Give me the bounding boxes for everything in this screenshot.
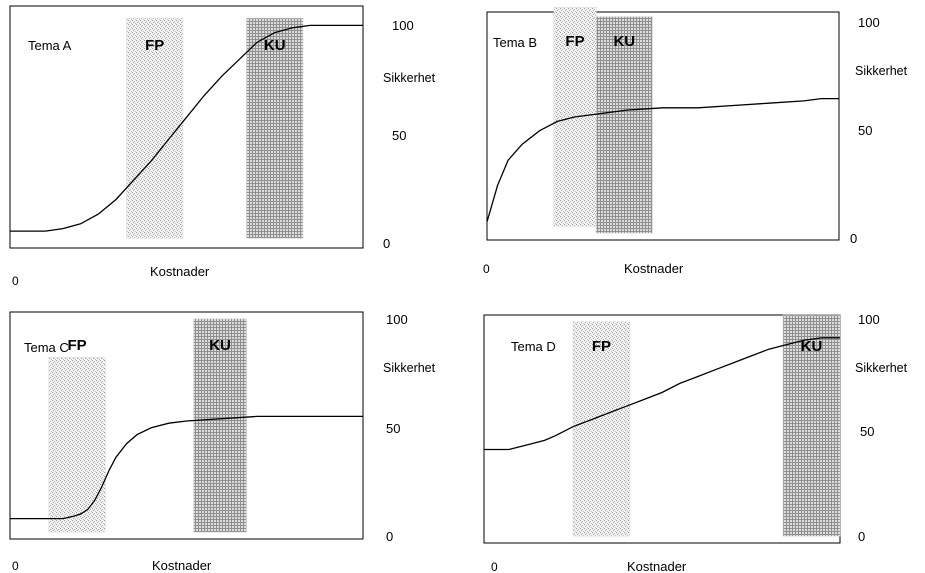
x-origin-label: 0 [12, 274, 19, 288]
y-tick-label: 50 [392, 128, 406, 143]
band-label-ku: KU [264, 37, 286, 54]
y-tick-label: 100 [858, 312, 880, 327]
y-tick-label: 50 [860, 424, 874, 439]
x-origin-label: 0 [491, 560, 498, 573]
x-origin-label: 0 [12, 559, 19, 573]
y-tick-label: 50 [386, 421, 400, 436]
band-label-ku: KU [209, 337, 231, 354]
band-fp [48, 357, 106, 533]
series-line [486, 97, 839, 222]
x-axis-label: Kostnader [150, 264, 210, 279]
plot-frame [9, 5, 364, 249]
y-tick-label: 0 [383, 236, 390, 251]
chart-title: Tema B [493, 35, 537, 50]
series-line [10, 24, 363, 232]
y-axis-label: Sikkerhet [855, 361, 908, 375]
y-tick-label: 0 [850, 231, 857, 246]
chart-title: Tema C [24, 340, 69, 355]
band-label-fp: FP [592, 338, 611, 355]
y-axis-label: Sikkerhet [383, 361, 436, 375]
series-line [484, 337, 840, 451]
series-line [10, 415, 363, 520]
band-label-ku: KU [613, 33, 635, 50]
plot-frame [486, 11, 840, 241]
chart-title: Tema A [28, 38, 72, 53]
y-tick-label: 0 [858, 529, 865, 544]
band-ku [246, 17, 304, 239]
y-tick-label: 0 [386, 529, 393, 544]
x-axis-label: Kostnader [152, 558, 212, 573]
y-axis-label: Sikkerhet [855, 64, 908, 78]
band-label-fp: FP [145, 37, 164, 54]
band-fp [572, 321, 631, 537]
plot-frame [483, 314, 841, 544]
band-ku [595, 16, 653, 234]
y-tick-label: 100 [392, 18, 414, 33]
y-tick-label: 50 [858, 123, 872, 138]
y-tick-label: 100 [858, 15, 880, 30]
band-label-ku: KU [801, 338, 823, 355]
chart-panel-tema-b: FP KU Tema B 0 50 100 Sikkerhet Kostnader 0 [483, 7, 908, 276]
chart-title: Tema D [511, 339, 556, 354]
chart-panel-tema-a: FP KU Tema A 0 50 100 Sikkerhet Kostnader 0 [9, 5, 436, 288]
x-origin-label: 0 [483, 262, 490, 276]
y-axis-label: Sikkerhet [383, 71, 436, 85]
band-label-fp: FP [67, 337, 86, 354]
band-ku [193, 318, 247, 533]
chart-panel-tema-d: FP KU Tema D 0 50 100 Sikkerhet Kostnader 0 [483, 312, 908, 573]
chart-panel-tema-c: FP KU Tema C 0 50 100 Sikkerhet Kostnader 0 [9, 311, 436, 573]
x-axis-label: Kostnader [627, 559, 687, 573]
band-label-fp: FP [565, 33, 584, 50]
y-tick-label: 100 [386, 312, 408, 327]
x-axis-label: Kostnader [624, 261, 684, 276]
band-fp [126, 17, 184, 239]
band-ku [782, 314, 841, 537]
